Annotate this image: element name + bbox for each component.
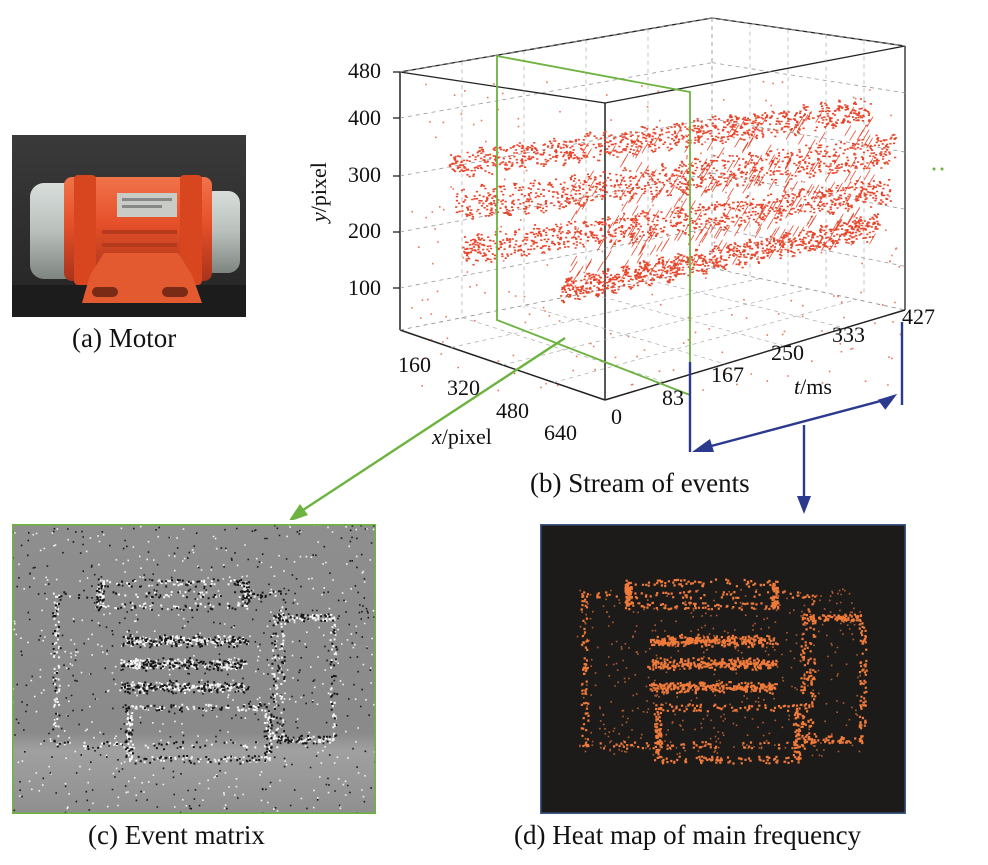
blue-window-span: [699, 396, 893, 451]
blue-arrow-head-left: [692, 439, 714, 452]
x-tick-label: 640: [544, 420, 577, 445]
caption-motor: (a) Motor: [72, 323, 177, 353]
x-tick-label: 480: [496, 398, 529, 423]
arrow-down-left-icon: [299, 336, 566, 514]
y-tick-label: 400: [348, 105, 381, 130]
event-cloud: [448, 98, 898, 304]
green-slice-plane: [496, 55, 691, 397]
y-tick-label: 100: [348, 275, 381, 300]
t-tick-label: 0: [611, 404, 622, 429]
t-axis-label: t/ms: [794, 374, 832, 399]
y-tick-label: 300: [348, 162, 381, 187]
blue-arrow-head-right: [877, 393, 898, 410]
y-tick-label: 480: [348, 58, 381, 83]
x-tick-label: 320: [447, 375, 480, 400]
caption-stream: (b) Stream of events: [530, 468, 750, 498]
t-tick-label: 427: [902, 304, 935, 329]
t-tick-label: 83: [662, 385, 684, 410]
t-tick-label: 250: [771, 340, 804, 365]
caption-event-matrix: (c) Event matrix: [88, 820, 265, 850]
event-stream-3d-plot: [289, 17, 944, 520]
t-tick-label: 333: [832, 322, 865, 347]
matrix-motor-positive: [52, 579, 338, 764]
event-points: [411, 80, 902, 392]
sparse-events: [411, 80, 902, 392]
heat-map-image: [540, 524, 906, 814]
event-matrix-image: [12, 524, 376, 814]
caption-heat-map: (d) Heat map of main frequency: [514, 820, 862, 850]
y-axis-label: y/pixel: [306, 162, 331, 222]
x-tick-label: 160: [398, 352, 431, 377]
t-tick-label: 167: [711, 362, 744, 387]
plot-frame: [393, 17, 906, 401]
heat-motor-points: [580, 578, 868, 765]
y-tick-label: 200: [348, 218, 381, 243]
motor-photo-icon: [12, 135, 246, 317]
x-axis-label: x/pixel: [432, 424, 492, 449]
